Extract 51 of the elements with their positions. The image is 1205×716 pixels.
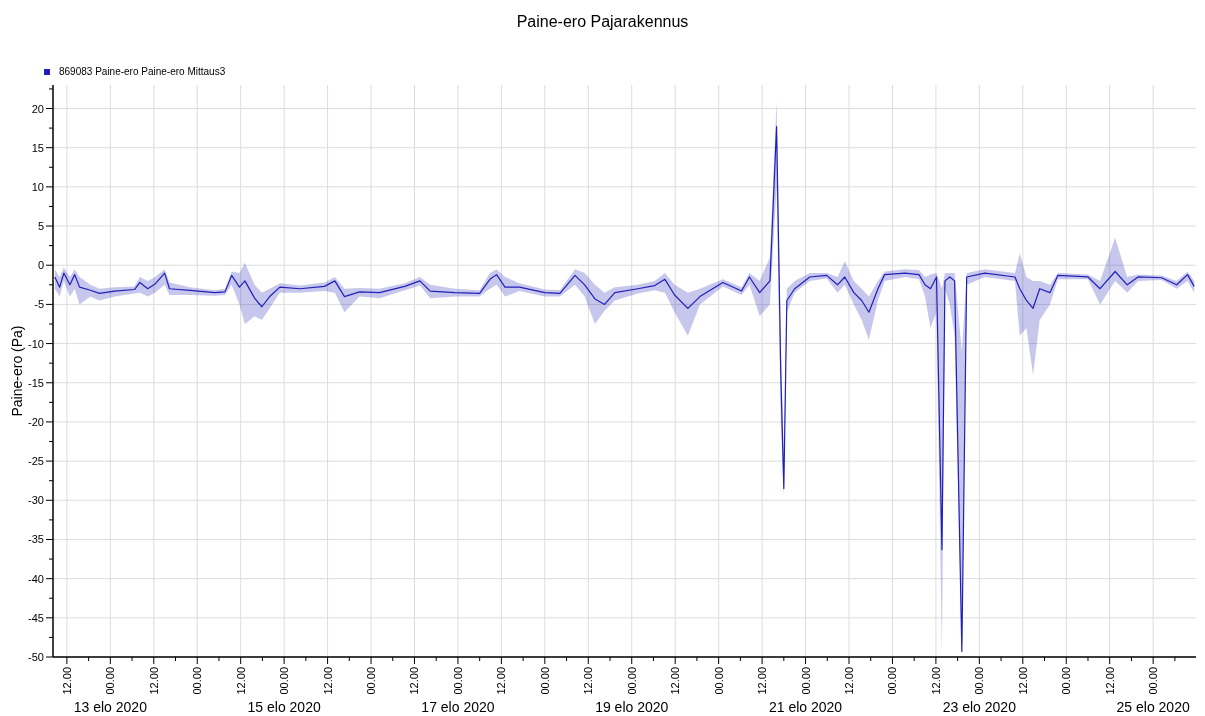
x-tick-label: 12.00 <box>1016 667 1029 695</box>
x-tick-label: 00.00 <box>1060 667 1073 695</box>
x-tick-label: 00.00 <box>712 667 725 695</box>
x2-tick-label: 25 elo 2020 <box>1116 699 1190 715</box>
x-tick-label: 00.00 <box>278 667 291 695</box>
y-tick-label: 15 <box>31 141 44 154</box>
y-tick-label: 10 <box>31 180 44 193</box>
x-tick-label: 12.00 <box>321 667 334 695</box>
x-tick-label: 00.00 <box>973 667 986 695</box>
x-tick-label: 12.00 <box>929 667 942 695</box>
x-tick-label: 00.00 <box>451 667 464 695</box>
x-tick-label: 12.00 <box>756 667 769 695</box>
x2-tick-label: 17 elo 2020 <box>421 699 495 715</box>
x2-tick-label: 21 elo 2020 <box>768 699 843 715</box>
y-tick-label: -15 <box>28 376 44 389</box>
x-tick-label: 12.00 <box>60 667 73 695</box>
y-tick-label: -20 <box>28 415 44 428</box>
x-tick-label: 00.00 <box>799 667 812 695</box>
x-tick-label: 00.00 <box>625 667 638 695</box>
y-tick-label: 5 <box>37 220 44 233</box>
y-tick-label: -10 <box>28 337 44 350</box>
y-tick-label: 20 <box>31 102 44 115</box>
x-tick-label: 00.00 <box>365 667 378 695</box>
y-tick-label: -5 <box>34 298 44 311</box>
x2-tick-label: 15 elo 2020 <box>247 699 321 715</box>
x-tick-label: 00.00 <box>1147 667 1160 695</box>
y-axis-title: Paine-ero (Pa) <box>9 325 25 417</box>
x-tick-label: 00.00 <box>104 667 117 695</box>
x-tick-label: 00.00 <box>886 667 899 695</box>
y-tick-label: -50 <box>28 651 44 663</box>
legend-label: 869083 Paine-ero Paine-ero Mittaus3 <box>59 66 226 77</box>
x-tick-label: 00.00 <box>191 667 204 695</box>
y-tick-label: -40 <box>28 572 44 585</box>
x-tick-label: 12.00 <box>582 667 595 695</box>
x-tick-label: 12.00 <box>234 667 247 695</box>
x-tick-label: 12.00 <box>669 667 682 695</box>
y-tick-label: -35 <box>28 533 44 546</box>
x2-tick-label: 23 elo 2020 <box>942 699 1017 715</box>
y-tick-label: -30 <box>28 494 44 507</box>
x2-tick-label: 19 elo 2020 <box>595 699 669 715</box>
x-tick-label: 12.00 <box>843 667 855 695</box>
x-tick-label: 12.00 <box>408 667 421 695</box>
x-tick-label: 12.00 <box>147 667 160 695</box>
y-tick-label: -25 <box>28 455 44 468</box>
chart-title: Paine-ero Pajarakennus <box>516 13 689 30</box>
x-tick-label: 00.00 <box>538 667 551 695</box>
x2-tick-label: 13 elo 2020 <box>73 699 148 715</box>
y-tick-label: -45 <box>28 611 44 624</box>
x-tick-label: 12.00 <box>1103 667 1116 695</box>
x-tick-label: 12.00 <box>495 667 508 695</box>
y-tick-label: 0 <box>37 259 44 272</box>
